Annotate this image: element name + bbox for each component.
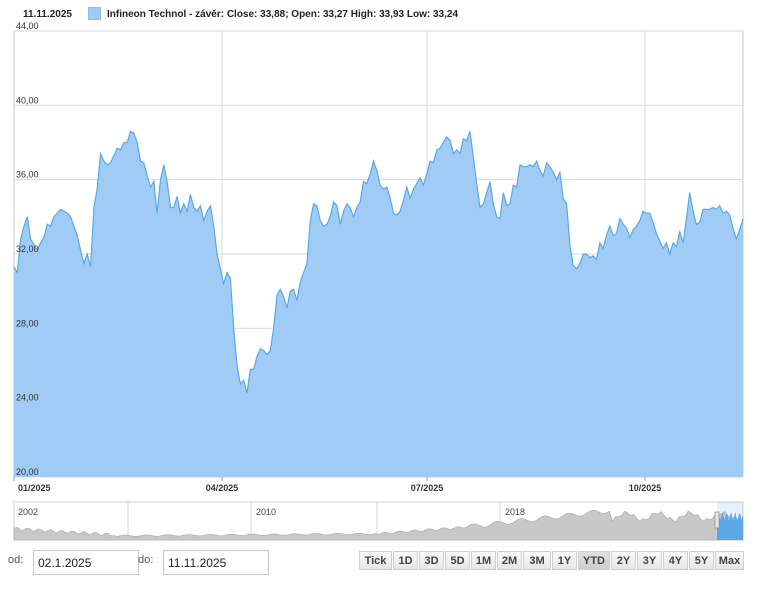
range-button-1y[interactable]: 1Y: [552, 551, 577, 570]
y-axis: 44,00 40,00 36,00 32,00 28,00 24,00 20,00: [16, 21, 39, 477]
price-area: [13, 130, 744, 478]
from-label: od:: [8, 554, 24, 566]
range-button-1m[interactable]: 1M: [471, 551, 496, 570]
navigator: 2002 2010 2018: [13, 501, 744, 541]
y-tick-label: 44,00: [16, 21, 39, 31]
navigator-left-handle[interactable]: [714, 511, 720, 529]
y-tick-label: 20,00: [16, 467, 39, 477]
range-button-3d[interactable]: 3D: [419, 551, 444, 570]
x-tick-label: 10/2025: [629, 483, 662, 493]
y-tick-label: 28,00: [16, 318, 39, 328]
price-line: [13, 130, 744, 394]
range-button-2y[interactable]: 2Y: [611, 551, 636, 570]
range-button-5y[interactable]: 5Y: [689, 551, 714, 570]
chart-legend: 11.11.2025 Infineon Technol - závěr: Clo…: [0, 0, 758, 28]
y-tick-label: 40,00: [16, 95, 39, 105]
y-tick-label: 32,00: [16, 244, 39, 254]
navigator-year-label: 2018: [505, 507, 525, 517]
range-button-2m[interactable]: 2M: [497, 551, 522, 570]
x-tick-label: 07/2025: [411, 483, 444, 493]
to-date-input[interactable]: [163, 550, 269, 575]
range-button-3m[interactable]: 3M: [523, 551, 551, 570]
legend-date: 11.11.2025: [23, 9, 72, 20]
x-tick-label: 01/2025: [18, 483, 51, 493]
y-tick-label: 36,00: [16, 170, 39, 180]
range-button-5d[interactable]: 5D: [445, 551, 470, 570]
range-button-max[interactable]: Max: [715, 551, 744, 570]
navigator-history-area: [13, 509, 744, 541]
navigator-year-label: 2002: [18, 507, 38, 517]
from-date-input[interactable]: [33, 550, 139, 575]
range-button-3y[interactable]: 3Y: [637, 551, 662, 570]
y-tick-label: 24,00: [16, 393, 39, 403]
navigator-year-label: 2010: [256, 507, 276, 517]
price-area-fill: [14, 131, 743, 478]
range-button-1d[interactable]: 1D: [393, 551, 418, 570]
range-button-tick[interactable]: Tick: [359, 551, 392, 570]
price-chart[interactable]: 44,00 40,00 36,00 32,00 28,00 24,00 20,00 01/2…: [0, 0, 758, 546]
range-button-ytd[interactable]: YTD: [578, 551, 610, 570]
x-axis: 01/2025 04/2025 07/2025 10/2025: [13, 477, 662, 493]
legend-series-label[interactable]: Infineon Technol - závěr: Close: 33,88; …: [107, 9, 459, 20]
x-tick-label: 04/2025: [206, 483, 239, 493]
range-button-4y[interactable]: 4Y: [663, 551, 688, 570]
to-label: do:: [138, 554, 154, 566]
navigator-selected-area: [717, 511, 743, 540]
legend-swatch[interactable]: [88, 7, 101, 20]
